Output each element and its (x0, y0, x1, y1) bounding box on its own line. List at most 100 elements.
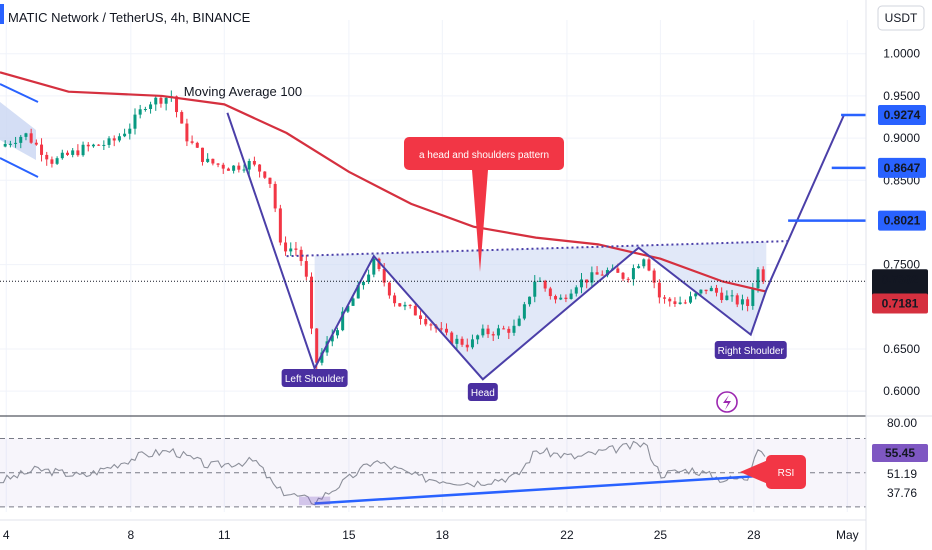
time-tick-label: 8 (127, 528, 134, 542)
candle-up (361, 281, 365, 286)
candle-down (50, 159, 54, 164)
candle-down (465, 344, 469, 348)
channel-lower-line (0, 157, 39, 178)
candle-down (543, 280, 547, 289)
candle-up (102, 144, 106, 146)
candle-up (709, 287, 713, 292)
candle-down (652, 270, 656, 283)
time-tick-label: 4 (3, 528, 10, 542)
target-price-tag (878, 210, 926, 231)
candle-up (367, 274, 371, 282)
candle-down (185, 123, 189, 142)
right-shoulder-label-bg (714, 341, 787, 359)
candle-down (216, 163, 220, 165)
candle-up (154, 97, 158, 105)
price-tick-label: 1.0000 (883, 47, 920, 61)
currency-button[interactable] (877, 5, 925, 31)
candle-down (616, 268, 620, 273)
candle-down (600, 274, 604, 276)
candle-up (356, 285, 360, 299)
candle-up (694, 293, 698, 297)
candle-up (522, 304, 526, 319)
candle-down (746, 299, 750, 306)
candle-down (393, 295, 397, 304)
candle-up (247, 160, 251, 170)
channel-upper-line (0, 83, 39, 103)
candle-up (512, 325, 516, 333)
candle-up (242, 169, 246, 171)
pattern-shaded-area (314, 241, 767, 380)
candle-down (315, 328, 319, 363)
candle-up (330, 335, 334, 342)
rsi-trendline (314, 474, 758, 505)
candle-down (195, 142, 199, 148)
candle-down (408, 304, 412, 306)
candle-down (419, 315, 423, 319)
candle-down (564, 297, 568, 300)
time-tick-label: 11 (218, 528, 231, 542)
candle-up (117, 136, 121, 141)
candle-down (626, 278, 630, 280)
channel-shade (0, 102, 36, 160)
candle-up (569, 293, 573, 300)
candle-down (720, 292, 724, 301)
candle-down (647, 259, 651, 271)
candle-down (310, 276, 314, 329)
candle-down (663, 297, 667, 299)
candle-down (237, 165, 241, 170)
candle-down (502, 328, 506, 330)
callout-bg (404, 137, 564, 170)
candle-down (40, 144, 44, 155)
target-price-tag (878, 104, 926, 125)
candle-up (455, 338, 459, 344)
candle-down (112, 138, 116, 141)
candle-down (97, 144, 101, 146)
candle-down (382, 269, 386, 283)
target-price-label: 0.9274 (884, 108, 921, 122)
candle-up (60, 152, 64, 159)
candle-up (637, 266, 641, 269)
candle-down (76, 150, 80, 156)
candle-down (387, 282, 391, 296)
candle-down (735, 295, 739, 305)
candle-up (143, 108, 147, 110)
time-tick-label: 15 (342, 528, 356, 542)
candle-down (86, 144, 90, 147)
candle-up (335, 330, 339, 336)
candle-up (631, 268, 635, 280)
candle-down (294, 248, 298, 250)
candle-up (14, 142, 18, 144)
moving-average-label: Moving Average 100 (184, 84, 302, 99)
candle-down (398, 303, 402, 307)
candle-up (149, 104, 153, 109)
candle-up (559, 297, 563, 300)
candle-down (284, 242, 288, 252)
candle-down (413, 305, 417, 316)
candle-down (65, 152, 69, 155)
candle-up (517, 318, 521, 326)
price-tick-label: 0.6000 (883, 384, 920, 398)
candle-up (19, 136, 23, 143)
price-tick-label: 0.9500 (883, 89, 920, 103)
rsi-oversold-highlight (299, 496, 331, 506)
candle-down (45, 154, 49, 160)
candle-up (756, 269, 760, 289)
target-price-tag (878, 157, 926, 178)
candle-down (450, 332, 454, 344)
candle-down (486, 328, 490, 335)
rsi-tick-label: 37.76 (887, 486, 917, 500)
candle-up (533, 281, 537, 297)
candle-up (24, 133, 28, 137)
currency-label: USDT (885, 11, 918, 25)
left-shoulder-label-bg (281, 369, 348, 387)
candle-up (740, 299, 744, 305)
candle-down (444, 328, 448, 333)
head-label-bg (467, 383, 498, 401)
candle-down (668, 298, 672, 302)
candle-up (351, 298, 355, 306)
candle-up (642, 259, 646, 267)
rsi-tick-label: 51.19 (887, 467, 917, 481)
candle-up (232, 165, 236, 171)
current-price-label: 0.7302 (882, 272, 919, 286)
